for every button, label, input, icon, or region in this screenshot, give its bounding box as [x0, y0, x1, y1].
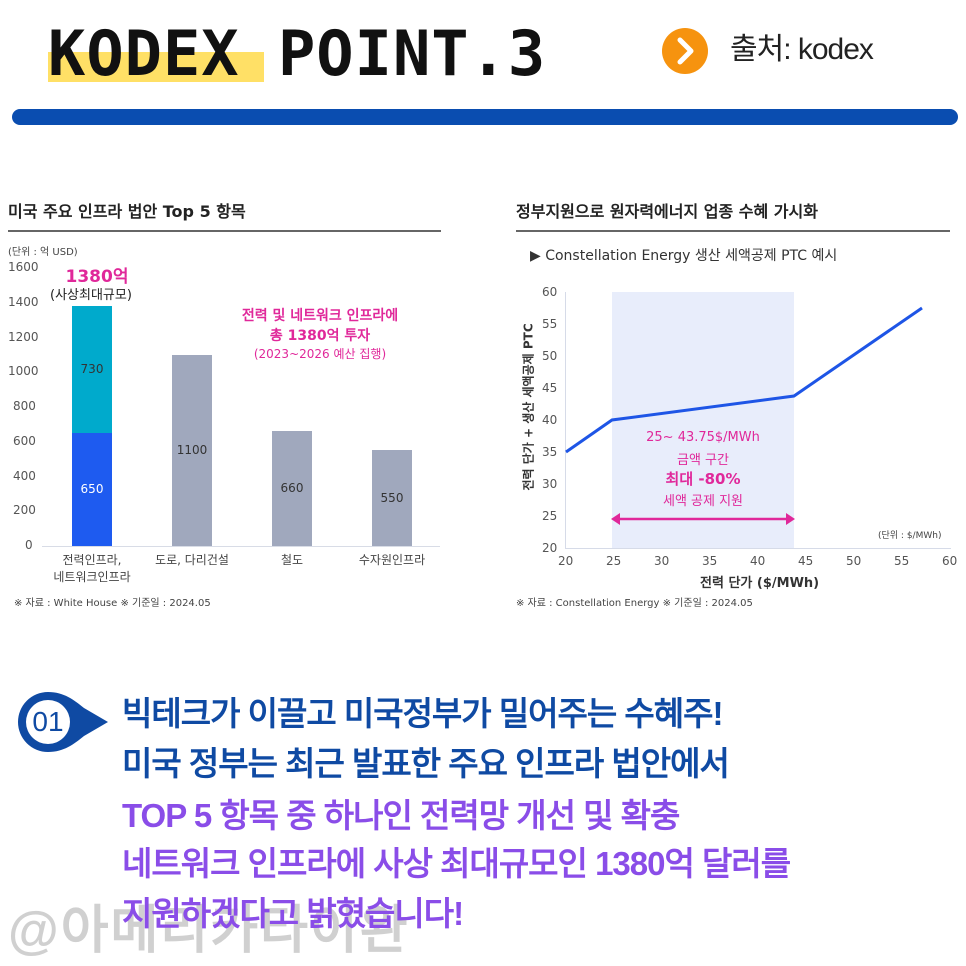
body-line: 미국 정부는 최근 발표한 주요 인프라 법안에서: [122, 745, 730, 782]
y-tick: 40: [542, 413, 558, 427]
body-line: 네트워크 인프라에 사상 최대규모인 1380억 달러를: [122, 845, 791, 882]
callout-value: 1380억: [65, 267, 129, 287]
y-axis-label: 전력 단가 + 생산 세액공제 PTC: [521, 323, 536, 491]
bar-water: [372, 450, 412, 546]
y-tick: 600: [13, 434, 36, 448]
y-tick: 800: [13, 399, 36, 413]
bar-rail: [272, 431, 312, 546]
x-axis-label: 전력 단가 ($/MWh): [700, 576, 820, 591]
x-tick: 60: [942, 554, 958, 568]
y-tick: 0: [25, 538, 33, 552]
bar-value: 1100: [176, 443, 208, 457]
x-axis-line: [565, 548, 951, 549]
badge-number: 01: [32, 706, 64, 737]
category-label-line: 네트워크인프라: [53, 570, 131, 584]
title-highlight: [48, 52, 264, 82]
bar-chart-source: ※ 자료 : White House ※ 기준일 : 2024.05: [14, 598, 211, 609]
y-tick: 50: [542, 349, 558, 363]
category-label-line: 전력인프라,: [62, 553, 122, 567]
y-tick: 20: [542, 541, 558, 555]
bar-value: 650: [80, 482, 104, 496]
x-tick: 30: [654, 554, 670, 568]
bar-chart-unit: (단위 : 억 USD): [8, 247, 78, 258]
line-chart-title: 정부지원으로 원자력에너지 업종 수혜 가시화: [516, 202, 818, 221]
x-tick: 55: [894, 554, 910, 568]
y-tick: 35: [542, 445, 558, 459]
category-label: 철도: [280, 553, 304, 567]
y-tick: 1600: [8, 260, 39, 274]
bar-roads: [172, 355, 212, 546]
shaded-region: [612, 292, 794, 548]
line-chart-rule: [516, 230, 950, 232]
line-chart-subtitle: ▶ Constellation Energy 생산 세액공제 PTC 예시: [530, 248, 838, 264]
line-chart-source: ※ 자료 : Constellation Energy ※ 기준일 : 2024…: [516, 598, 753, 609]
annotation-line: 금액 구간: [677, 453, 729, 468]
source-label: 출처: kodex: [730, 33, 874, 66]
y-tick: 1400: [8, 295, 39, 309]
category-label: 수자원인프라: [358, 553, 426, 567]
y-tick: 1200: [8, 330, 39, 344]
x-tick: 45: [798, 554, 814, 568]
header-divider: [12, 109, 958, 125]
page-title: KODEX POINT.3: [48, 17, 547, 90]
annotation-line: (2023~2026 예산 집행): [253, 347, 387, 361]
annotation-line: 총 1380억 투자: [269, 328, 371, 344]
y-axis-line: [565, 292, 566, 548]
bar-chart-title: 미국 주요 인프라 법안 Top 5 항목: [8, 202, 246, 221]
annotation-line: 최대 -80%: [665, 470, 741, 488]
y-tick: 30: [542, 477, 558, 491]
callout-note: (사상최대규모): [50, 288, 132, 303]
point-badge: 01: [6, 688, 110, 756]
annotation-line: 전력 및 네트워크 인프라에: [241, 308, 399, 324]
x-tick: 20: [558, 554, 574, 568]
x-tick: 25: [606, 554, 622, 568]
watermark: @아메리카타이완: [8, 902, 410, 960]
x-axis-line: [42, 546, 440, 547]
body-line: 빅테크가 이끌고 미국정부가 밀어주는 수혜주!: [122, 695, 724, 732]
body-line: TOP 5 항목 중 하나인 전력망 개선 및 확충: [122, 797, 680, 834]
y-tick: 45: [542, 381, 558, 395]
x-tick: 40: [750, 554, 766, 568]
line-chart-unit: (단위 : $/MWh): [878, 531, 942, 541]
bar-value: 730: [80, 362, 104, 376]
y-tick: 1000: [8, 364, 39, 378]
y-tick: 400: [13, 469, 36, 483]
page-title-wrap: KODEX POINT.3: [48, 16, 546, 92]
category-label: 도로, 다리건설: [155, 553, 229, 567]
bar-value: 550: [380, 491, 404, 505]
bar-value: 660: [280, 481, 304, 495]
bar-power-bottom: [72, 433, 112, 546]
y-tick: 60: [542, 285, 558, 299]
x-tick: 35: [702, 554, 718, 568]
y-tick: 55: [542, 317, 558, 331]
annotation-line: 25~ 43.75$/MWh: [646, 430, 760, 445]
y-tick: 200: [13, 503, 36, 517]
bar-power-top: [72, 306, 112, 433]
y-tick: 25: [542, 509, 558, 523]
category-label: 전력인프라, 네트워크인프라: [42, 552, 142, 586]
x-tick: 50: [846, 554, 862, 568]
chevron-right-circle-icon: [662, 28, 708, 74]
body-line: 지원하겠다고 밝혔습니다!: [122, 895, 464, 932]
bar-chart-rule: [8, 230, 441, 232]
annotation-line: 세액 공제 지원: [662, 494, 744, 509]
